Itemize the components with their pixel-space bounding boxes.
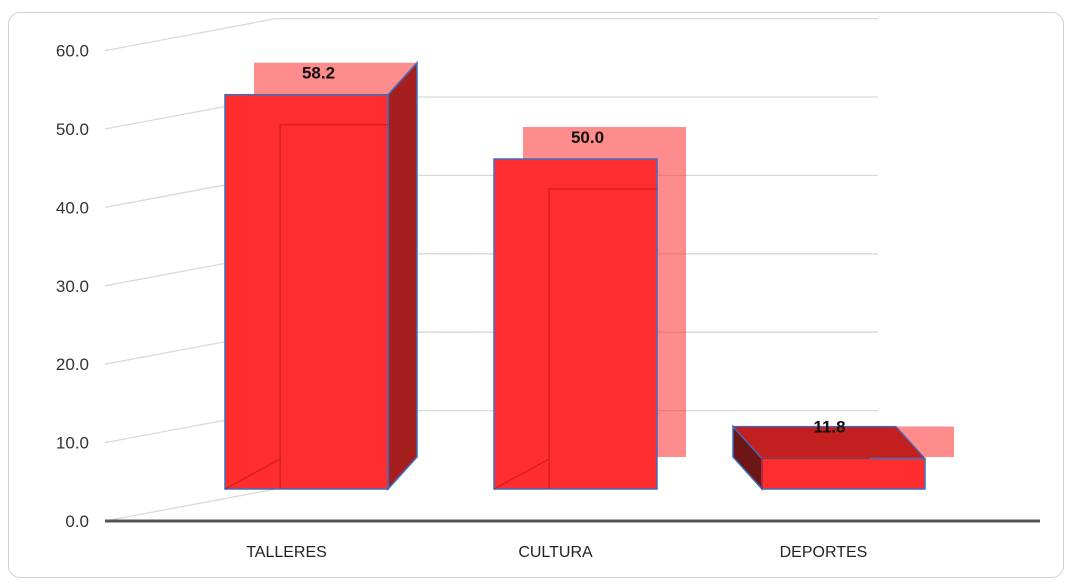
y-tick-label: 40.0 xyxy=(56,198,89,217)
bar-inner-edge xyxy=(493,458,550,490)
bar-side-face xyxy=(387,60,418,491)
y-tick-label: 10.0 xyxy=(56,434,89,453)
x-tick-label: TALLERES xyxy=(246,544,327,561)
data-label: 58.2 xyxy=(302,64,335,83)
y-tick-label: 0.0 xyxy=(65,512,89,531)
bar-inner-edge xyxy=(279,124,388,489)
data-label: 11.8 xyxy=(813,417,845,436)
x-tick-label: DEPORTES xyxy=(780,544,868,561)
y-tick-label: 50.0 xyxy=(56,120,89,139)
y-tick-label: 60.0 xyxy=(56,42,89,61)
y-tick-label: 30.0 xyxy=(56,277,89,296)
bar-front-face xyxy=(493,158,658,490)
bar-front-face xyxy=(224,93,389,490)
bar-cultura xyxy=(493,127,686,490)
gridline-wall xyxy=(104,17,277,52)
floor-wall-line xyxy=(104,488,277,522)
bar-front-face xyxy=(761,457,926,490)
data-label: 50.0 xyxy=(571,128,604,147)
bar-talleres xyxy=(224,60,418,491)
bar-inner-edge xyxy=(548,188,657,489)
x-tick-label: CULTURA xyxy=(518,544,593,561)
bar-deportes xyxy=(731,424,954,491)
bar-inner-edge xyxy=(224,458,281,490)
y-tick-label: 20.0 xyxy=(56,355,89,374)
